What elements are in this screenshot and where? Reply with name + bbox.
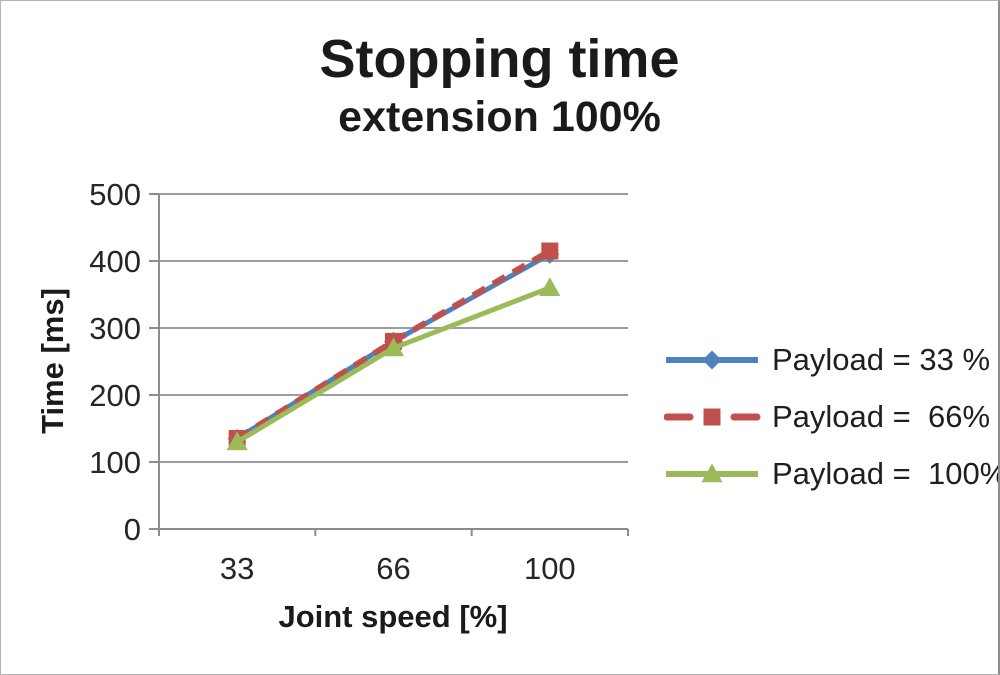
y-tick-label: 400 — [89, 244, 141, 279]
triangle-marker-icon — [701, 463, 723, 482]
legend-item: Payload = 100% — [664, 445, 1000, 502]
y-tick-label: 300 — [89, 311, 141, 346]
series-line-2 — [235, 285, 551, 445]
chart-legend: Payload = 33 % Payload = 66% Payload = 100… — [664, 331, 1000, 502]
x-tick-label: 100 — [524, 551, 576, 586]
triangle-marker-icon — [226, 431, 248, 451]
legend-label: Payload = 66% — [772, 398, 991, 434]
square-marker-icon — [703, 408, 721, 425]
y-tick-label: 100 — [89, 445, 141, 480]
x-tick-label: 33 — [220, 551, 254, 586]
square-marker-icon — [664, 408, 761, 425]
triangle-marker-icon — [666, 463, 758, 482]
chart-subtitle: extension 100% — [338, 93, 661, 141]
square-marker-icon — [541, 242, 559, 260]
triangle-marker-icon — [383, 337, 404, 357]
legend-label: Payload = 100% — [772, 455, 1000, 491]
diamond-marker-icon — [702, 350, 722, 369]
y-tick-label: 500 — [89, 177, 141, 212]
x-axis-title: Joint speed [%] — [278, 599, 508, 634]
y-tick-label: 0 — [124, 512, 141, 547]
legend-label: Payload = 33 % — [772, 341, 991, 377]
triangle-marker-icon — [539, 277, 561, 296]
legend-item: Payload = 33 % — [664, 331, 998, 388]
chart-title: Stopping time — [319, 29, 680, 89]
x-tick-label: 66 — [376, 551, 410, 586]
diamond-marker-icon — [666, 350, 758, 369]
legend-item: Payload = 66% — [664, 388, 998, 445]
y-tick-label: 200 — [89, 378, 141, 413]
y-axis-title: Time [ms] — [35, 288, 70, 434]
